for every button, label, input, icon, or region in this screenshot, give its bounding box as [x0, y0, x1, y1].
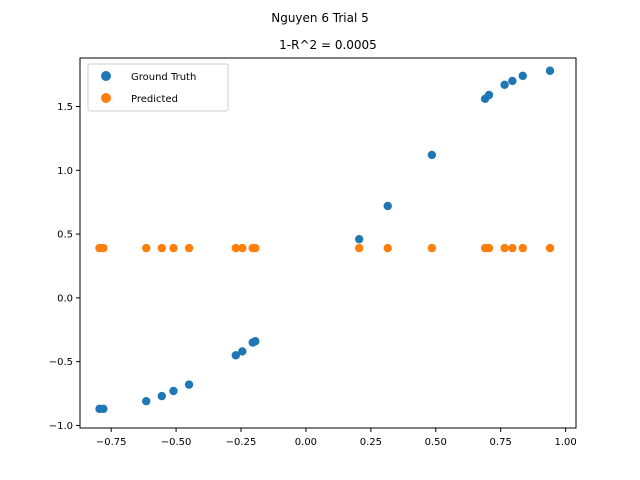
- point-predicted: [545, 243, 555, 253]
- point-ground-truth: [157, 391, 167, 401]
- point-predicted: [238, 243, 247, 253]
- point-ground-truth: [545, 66, 555, 75]
- y-tick-label: 1.5: [57, 102, 73, 113]
- point-predicted: [354, 243, 364, 253]
- y-tick-label: 0.0: [57, 293, 73, 304]
- x-tick-label: 0.25: [360, 437, 382, 448]
- point-ground-truth: [508, 76, 517, 86]
- x-tick-label: 0.75: [490, 437, 512, 448]
- point-ground-truth: [184, 380, 194, 389]
- point-predicted: [99, 243, 108, 253]
- chart-suptitle: Nguyen 6 Trial 5: [271, 11, 369, 25]
- legend-box: [87, 63, 229, 112]
- point-ground-truth: [500, 80, 509, 89]
- x-tick-label: 1.00: [554, 437, 576, 448]
- legend: Ground Truth Predicted: [87, 63, 229, 112]
- legend-label-ground-truth: Ground Truth: [131, 72, 196, 83]
- point-ground-truth: [169, 386, 178, 396]
- point-ground-truth: [238, 347, 247, 356]
- x-tick-label: 0.50: [425, 437, 447, 448]
- point-predicted: [142, 243, 151, 253]
- points-layer: [95, 66, 555, 414]
- point-ground-truth: [383, 201, 392, 211]
- point-ground-truth: [354, 234, 364, 244]
- point-predicted: [484, 243, 494, 253]
- x-tick-label: −0.75: [96, 437, 127, 448]
- y-tick-label: 0.5: [57, 230, 73, 241]
- y-axis: −1.0 −0.5 0.0 0.5 1.0 1.5: [49, 102, 80, 432]
- point-predicted: [383, 243, 392, 253]
- point-predicted: [251, 243, 260, 253]
- point-predicted: [518, 243, 527, 253]
- y-tick-label: −1.0: [49, 421, 73, 432]
- point-ground-truth: [518, 71, 527, 81]
- point-ground-truth: [99, 404, 108, 414]
- legend-marker-ground-truth: [101, 71, 111, 81]
- y-tick-label: −0.5: [49, 357, 73, 368]
- x-tick-label: −0.50: [161, 437, 192, 448]
- point-predicted: [157, 243, 167, 253]
- legend-label-predicted: Predicted: [131, 94, 178, 105]
- y-tick-label: 1.0: [57, 166, 73, 177]
- plot-frame: [79, 57, 577, 429]
- chart-title: 1-R^2 = 0.0005: [279, 38, 377, 52]
- point-ground-truth: [427, 150, 437, 160]
- point-predicted: [169, 243, 178, 253]
- legend-marker-predicted: [101, 93, 111, 103]
- x-tick-label: 0.00: [295, 437, 317, 448]
- point-predicted: [500, 243, 509, 253]
- x-axis: −0.75 −0.50 −0.25 0.00 0.25 0.50 0.75 1.00: [96, 428, 577, 448]
- point-predicted: [184, 243, 194, 253]
- point-predicted: [231, 243, 241, 253]
- point-ground-truth: [251, 337, 260, 346]
- point-ground-truth: [484, 90, 494, 100]
- point-predicted: [427, 243, 437, 253]
- point-predicted: [508, 243, 517, 253]
- x-tick-label: −0.25: [226, 437, 257, 448]
- point-ground-truth: [142, 397, 151, 406]
- point-ground-truth: [231, 351, 241, 360]
